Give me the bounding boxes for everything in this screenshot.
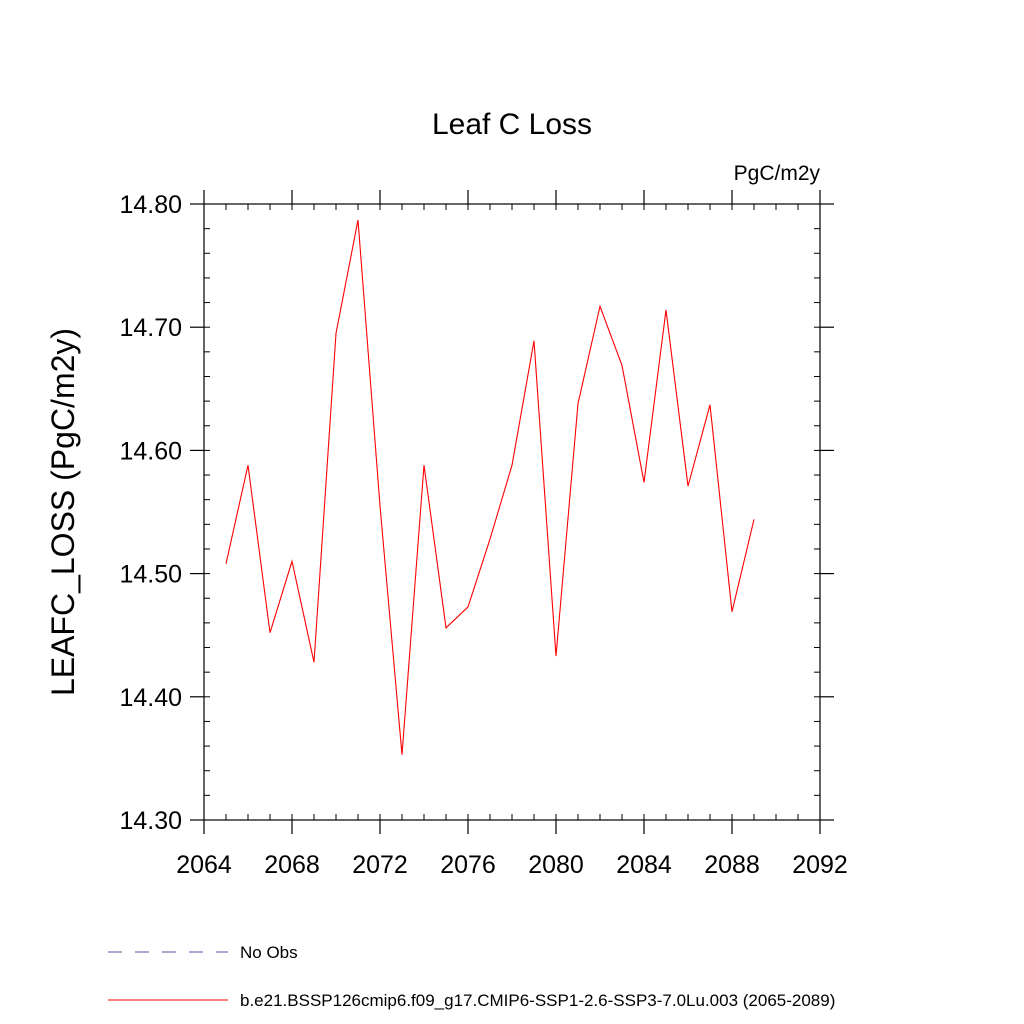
x-tick-label: 2072	[352, 851, 408, 879]
tick-labels: 2064 2068 2072 2076 2080 2084 2088 2092 14.30 14.…	[119, 191, 847, 879]
y-axis-label: LEAFC_LOSS (PgC/m2y)	[45, 328, 81, 696]
y-tick-label: 14.50	[119, 561, 182, 589]
x-tick-label: 2092	[792, 851, 848, 879]
legend-label: b.e21.BSSP126cmip6.f09_g17.CMIP6-SSP1-2.…	[240, 991, 835, 1010]
x-tick-label: 2064	[176, 851, 232, 879]
x-tick-label: 2084	[616, 851, 672, 879]
series-layer	[225, 219, 755, 755]
y-tick-label: 14.60	[119, 437, 182, 465]
axis-ticks	[190, 190, 834, 834]
y-tick-label: 14.30	[119, 807, 182, 835]
series-line	[225, 219, 755, 755]
y-tick-label: 14.80	[119, 191, 182, 219]
plot-frame	[203, 203, 821, 821]
x-tick-label: 2068	[264, 851, 320, 879]
y-tick-label: 14.40	[119, 684, 182, 712]
x-tick-label: 2088	[704, 851, 760, 879]
chart-title: Leaf C Loss	[432, 108, 592, 141]
legend: No Obs b.e21.BSSP126cmip6.f09_g17.CMIP6-S…	[108, 943, 835, 1010]
x-tick-label: 2076	[440, 851, 496, 879]
y-tick-label: 14.70	[119, 314, 182, 342]
x-tick-label: 2080	[528, 851, 584, 879]
units-label: PgC/m2y	[734, 162, 821, 185]
legend-label: No Obs	[240, 943, 298, 962]
